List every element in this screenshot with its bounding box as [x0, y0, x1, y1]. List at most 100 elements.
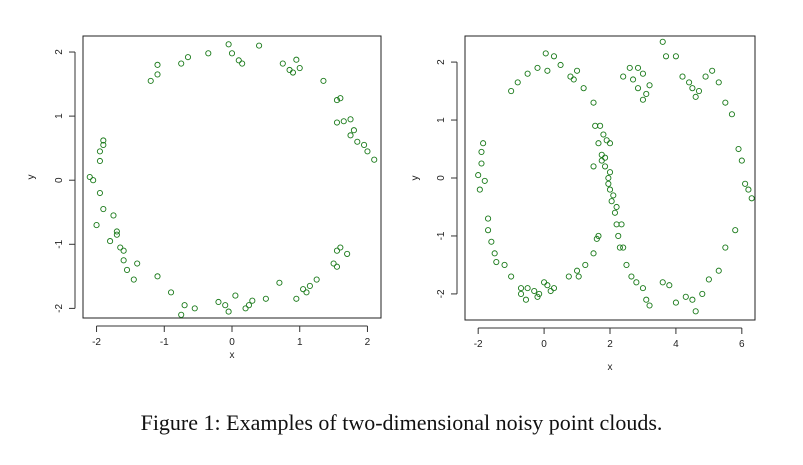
data-point [96, 148, 103, 155]
data-point [613, 221, 620, 228]
data-point [90, 177, 97, 184]
data-point [296, 64, 303, 72]
data-point [222, 302, 229, 309]
data-point [225, 308, 232, 315]
data-point [745, 186, 752, 193]
data-point [610, 192, 617, 199]
data-point [191, 305, 198, 312]
data-point [232, 292, 239, 299]
data-point [590, 250, 597, 257]
data-point [96, 189, 103, 197]
data-point [567, 73, 574, 80]
data-point [613, 203, 620, 211]
data-point [639, 285, 647, 292]
data-point [623, 261, 630, 268]
data-point [732, 227, 739, 234]
data-point [361, 141, 368, 149]
data-point [557, 61, 564, 69]
data-point [672, 53, 679, 60]
x-axis: -2 -1 0 1 2 [92, 325, 371, 348]
data-point [689, 296, 696, 303]
data-point [544, 282, 551, 289]
data-point [606, 169, 614, 176]
data-point [686, 79, 693, 86]
data-point [333, 247, 341, 254]
data-point [371, 156, 378, 163]
data-point [735, 145, 742, 153]
data-point [590, 99, 597, 106]
y-tick-label: 2 [54, 49, 65, 55]
data-point [536, 290, 543, 297]
data-point [544, 67, 551, 74]
data-point [117, 244, 124, 251]
data-point [643, 296, 650, 303]
y-tick-label: -1 [436, 231, 447, 240]
data-point [608, 198, 615, 205]
data-point [239, 60, 246, 67]
data-point [582, 261, 589, 268]
data-point [547, 287, 554, 295]
data-point [508, 273, 515, 280]
data-point [705, 276, 712, 283]
data-point [679, 73, 686, 80]
scatter-panel-1: -2 -1 0 1 2 -2 -1 0 1 2 x y [26, 35, 382, 361]
x-axis-label: x [230, 350, 235, 361]
data-point [364, 148, 371, 155]
data-point [517, 285, 525, 292]
data-point [580, 85, 587, 92]
x-axis: -2 0 2 4 6 [474, 327, 745, 350]
data-point [293, 56, 300, 63]
x-tick-label: -1 [160, 337, 169, 348]
data-point [595, 232, 602, 240]
data-point [659, 279, 666, 286]
data-point [350, 127, 357, 134]
data-point [524, 285, 531, 292]
data-point [488, 238, 495, 245]
data-point [634, 64, 642, 71]
data-point [508, 88, 515, 95]
data-point [550, 53, 558, 60]
x-tick-label: 1 [297, 337, 303, 348]
data-point [123, 266, 131, 273]
data-point [646, 82, 653, 89]
data-point [293, 295, 300, 302]
data-point [110, 212, 117, 219]
data-point [354, 138, 361, 145]
data-point [120, 247, 127, 254]
data-point [573, 267, 581, 274]
plot-frame [464, 35, 756, 321]
data-point [100, 137, 107, 144]
data-point [96, 157, 103, 165]
data-point [337, 95, 344, 102]
figure-caption: Figure 1: Examples of two-dimensional no… [140, 410, 663, 435]
data-point [235, 57, 242, 64]
data-point [300, 286, 307, 293]
data-point [709, 67, 716, 74]
data-point [626, 64, 633, 71]
x-tick-label: 0 [229, 337, 235, 348]
data-point [522, 296, 530, 303]
data-point [531, 287, 538, 295]
data-point [602, 163, 609, 170]
y-axis: -2 -1 0 1 2 [436, 59, 458, 298]
data-point [606, 140, 614, 147]
data-point [603, 137, 610, 144]
data-point [113, 231, 120, 238]
data-point [120, 257, 127, 264]
data-point [279, 60, 286, 67]
data-point [347, 116, 354, 123]
data-point [154, 71, 161, 78]
data-point [598, 151, 605, 158]
data-point [205, 50, 212, 57]
data-point [634, 85, 642, 92]
data-point [113, 228, 120, 235]
data-point [344, 250, 351, 257]
data-point [672, 299, 679, 306]
data-point [485, 215, 492, 222]
data-point [722, 99, 729, 106]
data-point [493, 258, 500, 266]
data-point [225, 41, 232, 48]
data-point [178, 60, 185, 67]
data-point [639, 96, 647, 103]
data-point [616, 244, 623, 251]
